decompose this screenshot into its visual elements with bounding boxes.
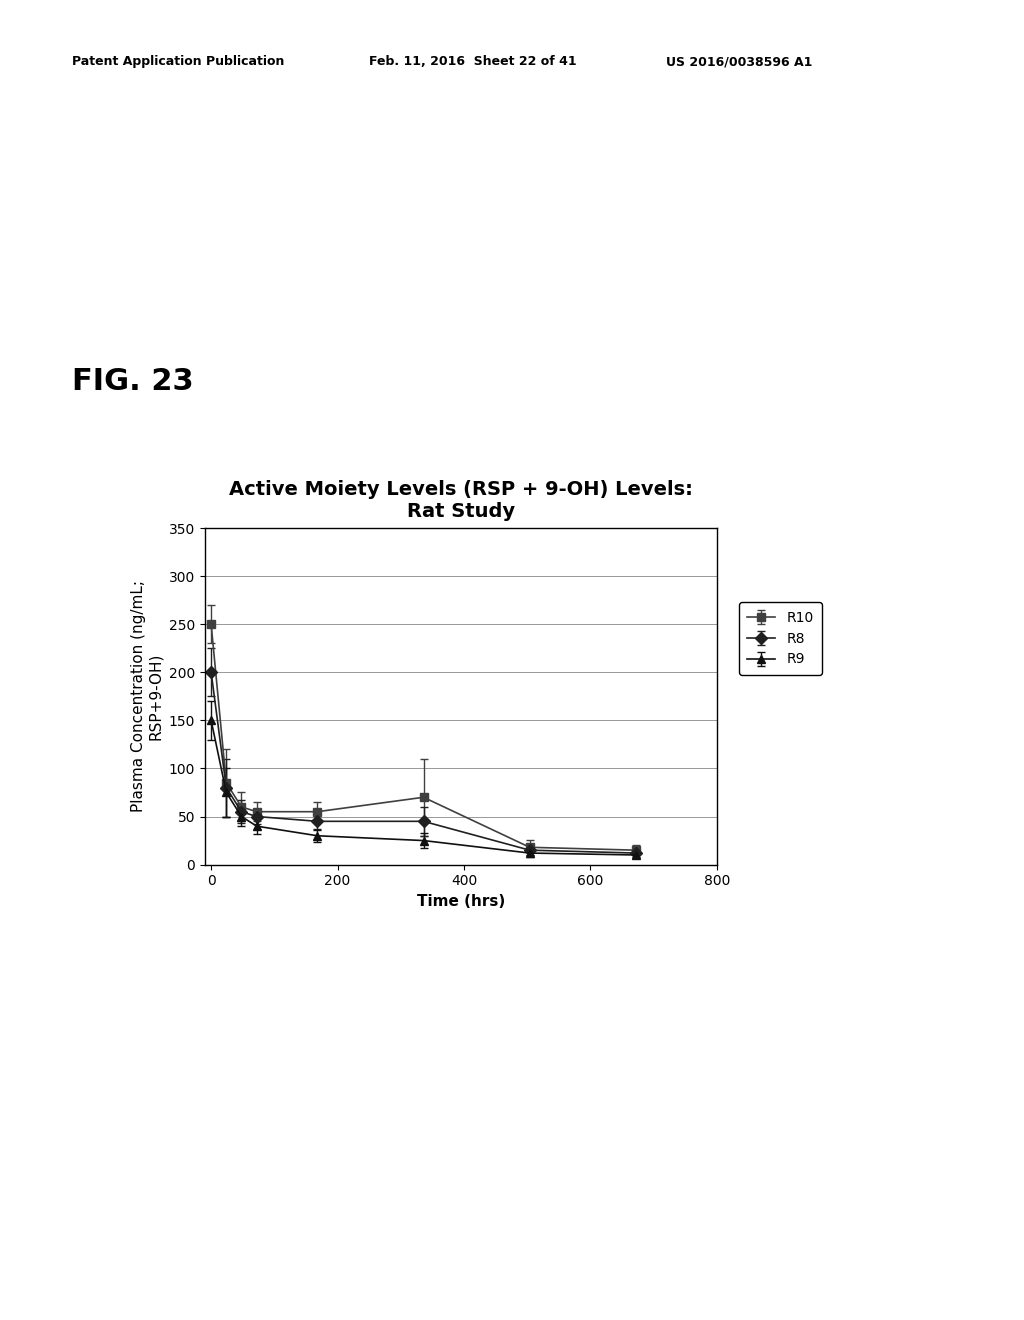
Text: Feb. 11, 2016  Sheet 22 of 41: Feb. 11, 2016 Sheet 22 of 41: [369, 55, 577, 69]
X-axis label: Time (hrs): Time (hrs): [417, 894, 505, 909]
Title: Active Moiety Levels (RSP + 9-OH) Levels:
Rat Study: Active Moiety Levels (RSP + 9-OH) Levels…: [228, 480, 693, 521]
Text: US 2016/0038596 A1: US 2016/0038596 A1: [666, 55, 812, 69]
Legend: R10, R8, R9: R10, R8, R9: [739, 602, 822, 675]
Text: Patent Application Publication: Patent Application Publication: [72, 55, 284, 69]
Text: FIG. 23: FIG. 23: [72, 367, 194, 396]
Y-axis label: Plasma Concentration (ng/mL;
RSP+9-OH): Plasma Concentration (ng/mL; RSP+9-OH): [131, 581, 163, 812]
